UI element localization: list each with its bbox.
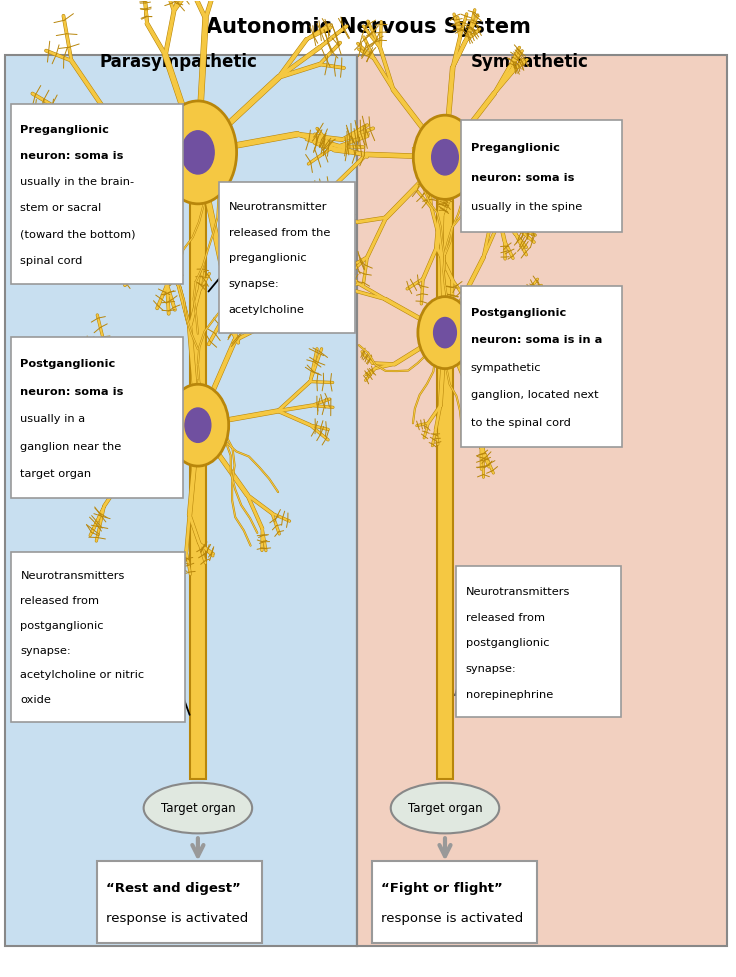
Text: usually in the spine: usually in the spine (470, 202, 582, 212)
FancyBboxPatch shape (5, 55, 357, 947)
Text: ganglion, located next: ganglion, located next (470, 390, 598, 400)
Text: stem or sacral: stem or sacral (21, 203, 102, 213)
FancyBboxPatch shape (461, 120, 623, 233)
Text: released from: released from (465, 613, 545, 622)
Polygon shape (190, 200, 206, 779)
Text: Postganglionic: Postganglionic (21, 360, 116, 369)
Text: preganglionic: preganglionic (229, 253, 306, 264)
Ellipse shape (144, 783, 252, 833)
Text: Preganglionic: Preganglionic (21, 124, 110, 135)
Text: Neurotransmitters: Neurotransmitters (465, 587, 570, 597)
Text: Postganglionic: Postganglionic (470, 308, 566, 318)
Circle shape (159, 101, 236, 204)
Text: Target organ: Target organ (160, 801, 236, 815)
Text: neuron: soma is: neuron: soma is (21, 150, 124, 161)
Text: Preganglionic: Preganglionic (470, 144, 559, 153)
Text: Neurotransmitter: Neurotransmitter (229, 202, 328, 212)
Text: response is activated: response is activated (106, 912, 249, 924)
Circle shape (432, 140, 459, 175)
Text: Parasympathetic: Parasympathetic (100, 53, 258, 70)
Circle shape (434, 318, 456, 348)
Polygon shape (437, 198, 453, 779)
Text: “Rest and digest”: “Rest and digest” (106, 882, 241, 895)
Text: postganglionic: postganglionic (465, 638, 549, 648)
Text: usually in a: usually in a (21, 414, 85, 424)
Circle shape (167, 384, 229, 466)
Circle shape (182, 131, 214, 174)
Text: postganglionic: postganglionic (21, 621, 104, 631)
Text: acetylcholine: acetylcholine (229, 305, 305, 315)
Text: to the spinal cord: to the spinal cord (470, 417, 570, 428)
Text: oxide: oxide (21, 695, 52, 705)
Text: (toward the bottom): (toward the bottom) (21, 230, 136, 239)
Text: sympathetic: sympathetic (470, 362, 541, 372)
Text: neuron: soma is in a: neuron: soma is in a (470, 335, 602, 345)
Text: synapse:: synapse: (465, 664, 516, 674)
Text: synapse:: synapse: (229, 279, 280, 289)
Text: response is activated: response is activated (381, 912, 523, 924)
Text: usually in the brain-: usually in the brain- (21, 177, 135, 187)
Text: released from: released from (21, 596, 99, 606)
FancyBboxPatch shape (11, 337, 183, 498)
Text: acetylcholine or nitric: acetylcholine or nitric (21, 670, 144, 680)
Text: ganglion near the: ganglion near the (21, 442, 121, 451)
Text: target organ: target organ (21, 469, 91, 479)
Text: Autonomic Nervous System: Autonomic Nervous System (205, 17, 531, 37)
Text: Sympathetic: Sympathetic (470, 53, 588, 70)
Circle shape (418, 297, 472, 368)
Text: released from the: released from the (229, 228, 330, 237)
Text: spinal cord: spinal cord (21, 256, 83, 266)
FancyBboxPatch shape (456, 567, 621, 717)
FancyBboxPatch shape (11, 104, 183, 284)
Text: neuron: soma is: neuron: soma is (21, 387, 124, 397)
FancyBboxPatch shape (372, 861, 537, 944)
Text: neuron: soma is: neuron: soma is (470, 173, 574, 183)
FancyBboxPatch shape (219, 182, 355, 332)
Ellipse shape (391, 783, 499, 833)
Circle shape (414, 115, 477, 199)
FancyBboxPatch shape (357, 55, 727, 947)
Text: “Fight or flight”: “Fight or flight” (381, 882, 503, 895)
FancyBboxPatch shape (461, 286, 623, 446)
FancyBboxPatch shape (96, 861, 262, 944)
FancyBboxPatch shape (11, 552, 185, 722)
Text: Neurotransmitters: Neurotransmitters (21, 572, 125, 581)
Circle shape (185, 408, 210, 443)
Text: synapse:: synapse: (21, 646, 71, 656)
Text: Target organ: Target organ (408, 801, 482, 815)
Text: norepinephrine: norepinephrine (465, 690, 553, 700)
